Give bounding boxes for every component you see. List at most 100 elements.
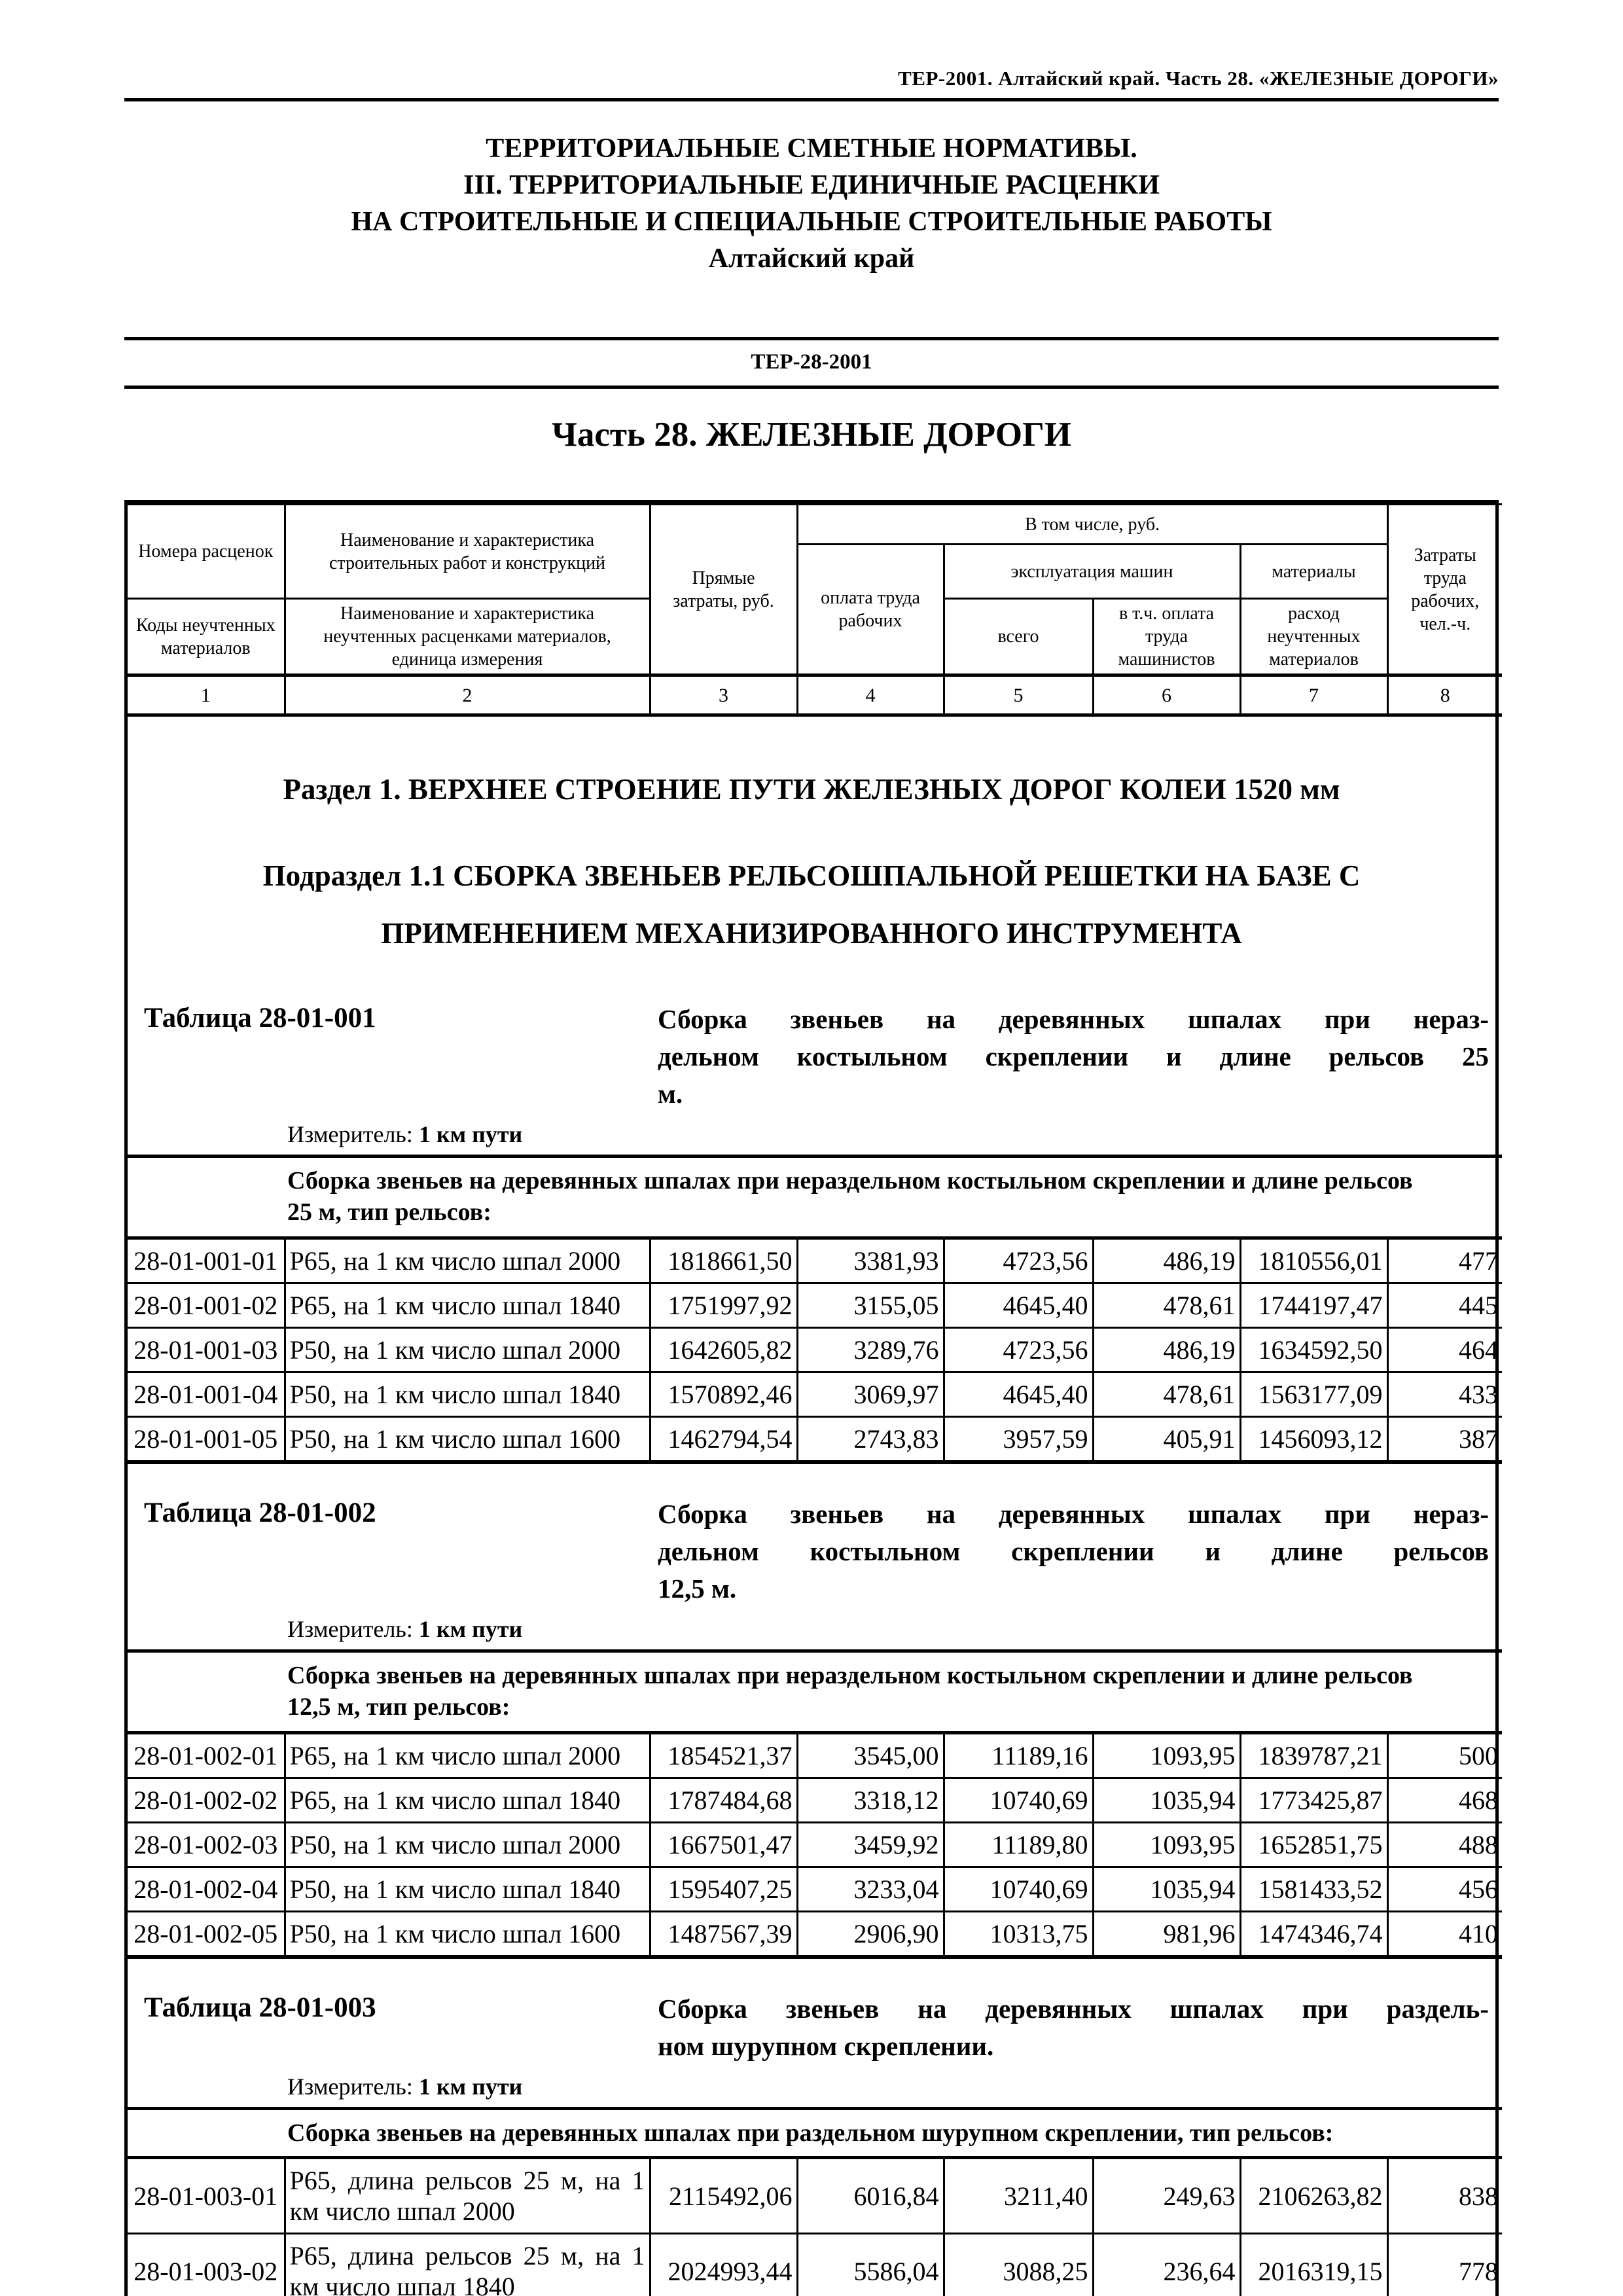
- table-1-desc-line-2: дельном костыльном скреплении и длине ре…: [658, 1041, 1489, 1071]
- table-row: 28-01-002-01 Р65, на 1 км число шпал 200…: [128, 1732, 1503, 1779]
- table-row: 28-01-003-02 Р65, длина рельсов 25 м, на…: [128, 2233, 1503, 2296]
- column-numbers-row: 1 2 3 4 5 6 7 8: [128, 673, 1503, 717]
- table-1-desc-line-3: м.: [658, 1079, 683, 1109]
- cell-desc: Р50, на 1 км число шпал 1600: [283, 1416, 651, 1463]
- cell-mach-total: 3957,59: [942, 1416, 1094, 1463]
- cell-mach-oper: 405,91: [1092, 1416, 1241, 1463]
- table-row: 28-01-002-04 Р50, на 1 км число шпал 184…: [128, 1866, 1503, 1912]
- column-header-table: Номера расценок Наименование и характери…: [128, 503, 1503, 717]
- table-2-measure: Измеритель: 1 км пути: [287, 1615, 1495, 1643]
- subsection-title: Подраздел 1.1 СБОРКА ЗВЕНЬЕВ РЕЛЬСОШПАЛЬ…: [206, 847, 1417, 962]
- table-3-measure: Измеритель: 1 км пути: [287, 2073, 1495, 2100]
- doc-code: ТЕР-28-2001: [751, 350, 872, 374]
- table-row: 28-01-001-01 Р65, на 1 км число шпал 200…: [128, 1237, 1503, 1284]
- cell-desc: Р50, на 1 км число шпал 2000: [283, 1821, 651, 1868]
- table-3-desc-line-1: Сборка звеньев на деревянных шпалах при …: [658, 1994, 1489, 2024]
- part-title: Часть 28. ЖЕЛЕЗНЫЕ ДОРОГИ: [551, 416, 1072, 454]
- cell-labor: 6016,84: [796, 2157, 945, 2234]
- header-cell-direct-costs: Прямые затраты, руб.: [649, 503, 798, 676]
- cell-code: 28-01-001-01: [128, 1237, 286, 1284]
- title-line-4: Алтайский край: [708, 243, 915, 274]
- header-rule: [124, 98, 1499, 101]
- table-row: 28-01-002-05 Р50, на 1 км число шпал 160…: [128, 1910, 1503, 1958]
- cell-mach-oper: 486,19: [1092, 1327, 1241, 1373]
- section-title: Раздел 1. ВЕРХНЕЕ СТРОЕНИЕ ПУТИ ЖЕЛЕЗНЫХ…: [283, 773, 1340, 806]
- cell-labor-hours: 445: [1386, 1282, 1503, 1329]
- cell-desc: Р50, на 1 км число шпал 1840: [283, 1371, 651, 1418]
- header-cell-material-name: Наименование и характеристика неучтенных…: [283, 598, 651, 676]
- running-header-text: ТЕР-2001. Алтайский край. Часть 28. «ЖЕЛ…: [898, 67, 1499, 90]
- header-col-number-4: 4: [796, 673, 945, 717]
- subsection-line-1: Подраздел 1.1 СБОРКА ЗВЕНЬЕВ РЕЛЬСОШПАЛЬ…: [262, 859, 1361, 892]
- table-row: 28-01-001-04 Р50, на 1 км число шпал 184…: [128, 1371, 1503, 1418]
- cell-labor-hours: 778: [1386, 2233, 1503, 2296]
- cell-mach-oper: 236,64: [1092, 2233, 1241, 2296]
- cell-mach-oper: 249,63: [1092, 2157, 1241, 2234]
- table-row: 28-01-001-02 Р65, на 1 км число шпал 184…: [128, 1282, 1503, 1329]
- cell-labor: 3289,76: [796, 1327, 945, 1373]
- cell-mach-total: 3211,40: [942, 2157, 1094, 2234]
- cell-mach-total: 11189,80: [942, 1821, 1094, 1868]
- header-cell-labor-costs: Затраты труда рабочих, чел.-ч.: [1386, 503, 1503, 676]
- cell-desc: Р65, на 1 км число шпал 2000: [283, 1732, 651, 1779]
- title-line-3: НА СТРОИТЕЛЬНЫЕ И СПЕЦИАЛЬНЫЕ СТРОИТЕЛЬН…: [351, 207, 1272, 237]
- cell-materials: 1773425,87: [1239, 1777, 1389, 1823]
- cell-mach-total: 10740,69: [942, 1866, 1094, 1912]
- cell-labor-hours: 433: [1386, 1371, 1503, 1418]
- header-cell-operators-pay: в т.ч. оплата труда машинистов: [1092, 598, 1241, 676]
- cell-mach-oper: 1035,94: [1092, 1777, 1241, 1823]
- table-1-number: Таблица 28-01-001: [144, 1003, 376, 1033]
- cell-materials: 1456093,12: [1239, 1416, 1389, 1463]
- table-row: 28-01-003-01 Р65, длина рельсов 25 м, на…: [128, 2157, 1503, 2234]
- table-row: 28-01-002-03 Р50, на 1 км число шпал 200…: [128, 1821, 1503, 1868]
- cell-labor: 3545,00: [796, 1732, 945, 1779]
- table-3-desc-line-2: ном шурупном скреплении.: [658, 2031, 994, 2061]
- table-2-desc-line-3: 12,5 м.: [658, 1573, 737, 1604]
- cell-materials: 2106263,82: [1239, 2157, 1389, 2234]
- cell-labor: 3318,12: [796, 1777, 945, 1823]
- cell-labor: 2743,83: [796, 1416, 945, 1463]
- table-28-01-001: Сборка звеньев на деревянных шпалах при …: [128, 1155, 1503, 1464]
- header-col-number-8: 8: [1386, 673, 1503, 717]
- cell-direct: 1462794,54: [649, 1416, 798, 1463]
- header-cell-machines-group: эксплуатация машин: [942, 543, 1241, 600]
- table-2-band-line-1: Сборка звеньев на деревянных шпалах при …: [287, 1662, 1413, 1689]
- header-col-number-6: 6: [1092, 673, 1241, 717]
- cell-direct: 1487567,39: [649, 1910, 798, 1958]
- table-1-band-header: Сборка звеньев на деревянных шпалах при …: [128, 1156, 1503, 1240]
- cell-code: 28-01-003-01: [128, 2157, 286, 2234]
- cell-mach-oper: 981,96: [1092, 1910, 1241, 1958]
- cell-mach-oper: 1035,94: [1092, 1866, 1241, 1912]
- header-col-number-3: 3: [649, 673, 798, 717]
- cell-desc: Р65, длина рельсов 25 м, на 1 км число ш…: [283, 2233, 651, 2296]
- cell-labor: 3459,92: [796, 1821, 945, 1868]
- cell-labor: 3233,04: [796, 1866, 945, 1912]
- cell-labor-hours: 488: [1386, 1821, 1503, 1868]
- table-2-description: Сборка звеньев на деревянных шпалах при …: [658, 1496, 1489, 1607]
- header-cell-work-name: Наименование и характеристика строительн…: [283, 503, 651, 600]
- cell-mach-oper: 1093,95: [1092, 1821, 1241, 1868]
- measure-label: Измеритель:: [287, 1616, 413, 1642]
- table-1-measure: Измеритель: 1 км пути: [287, 1121, 1495, 1148]
- table-1-band-line-2: 25 м, тип рельсов:: [287, 1198, 491, 1226]
- header-cell-rate-numbers: Номера расценок: [128, 503, 286, 600]
- table-1-heading: Таблица 28-01-001 Сборка звеньев на дере…: [128, 985, 1495, 1113]
- cell-mach-total: 4645,40: [942, 1282, 1094, 1329]
- cell-labor-hours: 410: [1386, 1910, 1503, 1958]
- table-28-01-002: Сборка звеньев на деревянных шпалах при …: [128, 1649, 1503, 1959]
- table-row: 28-01-001-03 Р50, на 1 км число шпал 200…: [128, 1327, 1503, 1373]
- cell-desc: Р50, на 1 км число шпал 1600: [283, 1910, 651, 1958]
- cell-materials: 1581433,52: [1239, 1866, 1389, 1912]
- cell-labor: 3069,97: [796, 1371, 945, 1418]
- cell-direct: 1818661,50: [649, 1237, 798, 1284]
- measure-label: Измеритель:: [287, 1121, 413, 1147]
- table-2-desc-line-1: Сборка звеньев на деревянных шпалах при …: [658, 1499, 1489, 1529]
- table-2-heading: Таблица 28-01-002 Сборка звеньев на дере…: [128, 1464, 1495, 1607]
- table-row: 28-01-002-02 Р65, на 1 км число шпал 184…: [128, 1777, 1503, 1823]
- cell-direct: 2115492,06: [649, 2157, 798, 2234]
- cell-mach-total: 4723,56: [942, 1327, 1094, 1373]
- cell-labor-hours: 500: [1386, 1732, 1503, 1779]
- cell-mach-oper: 1093,95: [1092, 1732, 1241, 1779]
- cell-code: 28-01-002-02: [128, 1777, 286, 1823]
